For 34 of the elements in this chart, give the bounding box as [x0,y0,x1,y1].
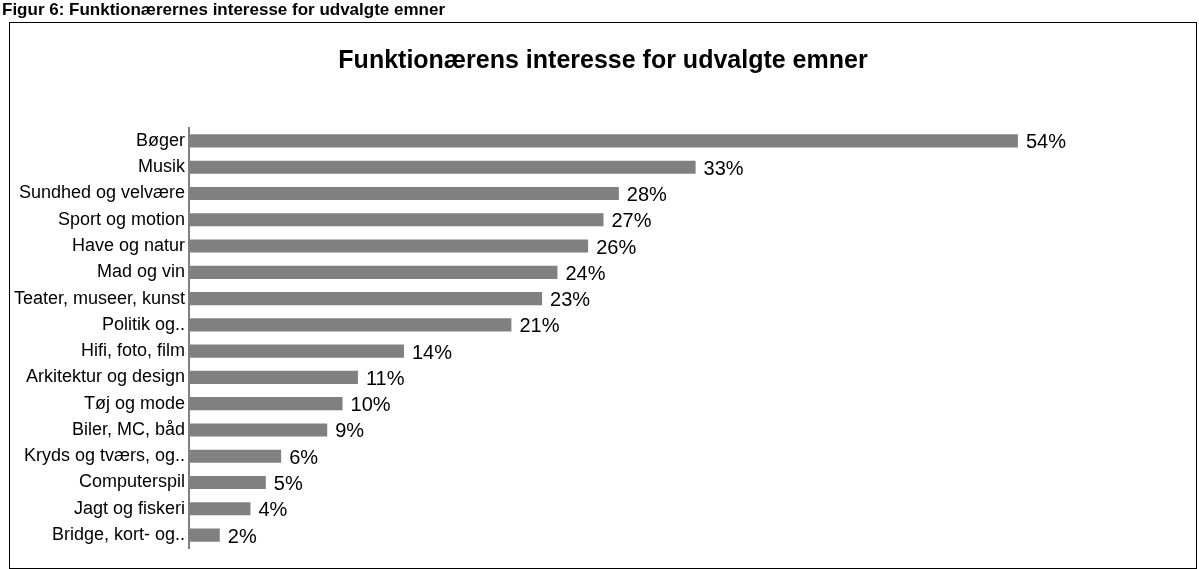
data-label: 27% [611,209,652,232]
y-tick-label: Politik og.. [102,313,186,334]
y-tick-label: Computerspil [79,471,186,492]
chart-title: Funktionærens interesse for udvalgte emner [337,45,869,74]
y-tick-label: Bøger [136,129,186,150]
data-label: 11% [365,366,405,389]
y-tick-label: Mad og vin [97,261,186,282]
data-label: 10% [350,393,391,416]
y-tick-label: Teater, museer, kunst [13,287,186,308]
y-tick-label: Bridge, kort- og.. [52,524,186,545]
y-tick-label: Have og natur [72,235,186,256]
y-tick-label: Kryds og tværs, og.. [24,445,186,466]
y-tick-label: Musik [138,156,187,177]
data-label: 9% [335,419,365,442]
data-label: 26% [596,235,637,258]
data-label: 28% [626,183,668,205]
data-label: 2% [227,524,257,547]
data-label: 33% [703,156,744,179]
data-label: 6% [289,445,319,468]
data-label: 21% [519,314,560,337]
y-tick-label: Arkitektur og design [25,366,186,387]
y-tick-label: Jagt og fiskeri [74,497,186,518]
text: Figur 6: Funktionærernes interesse for udvalgte emner [2,0,446,20]
y-tick-label: Biler, MC, båd [72,418,186,439]
y-tick-label: Tøj og mode [84,392,186,413]
y-tick-label: Sport og motion [58,208,186,229]
y-tick-label: Sundhed og velvære [18,182,186,203]
y-tick-label: Hifi, foto, film [81,340,186,361]
data-label: 24% [565,261,606,284]
data-label: 14% [411,340,453,363]
data-label: 5% [273,472,303,495]
data-label: 4% [258,498,288,521]
data-label: 23% [550,288,591,311]
data-label: 54% [1025,130,1067,153]
